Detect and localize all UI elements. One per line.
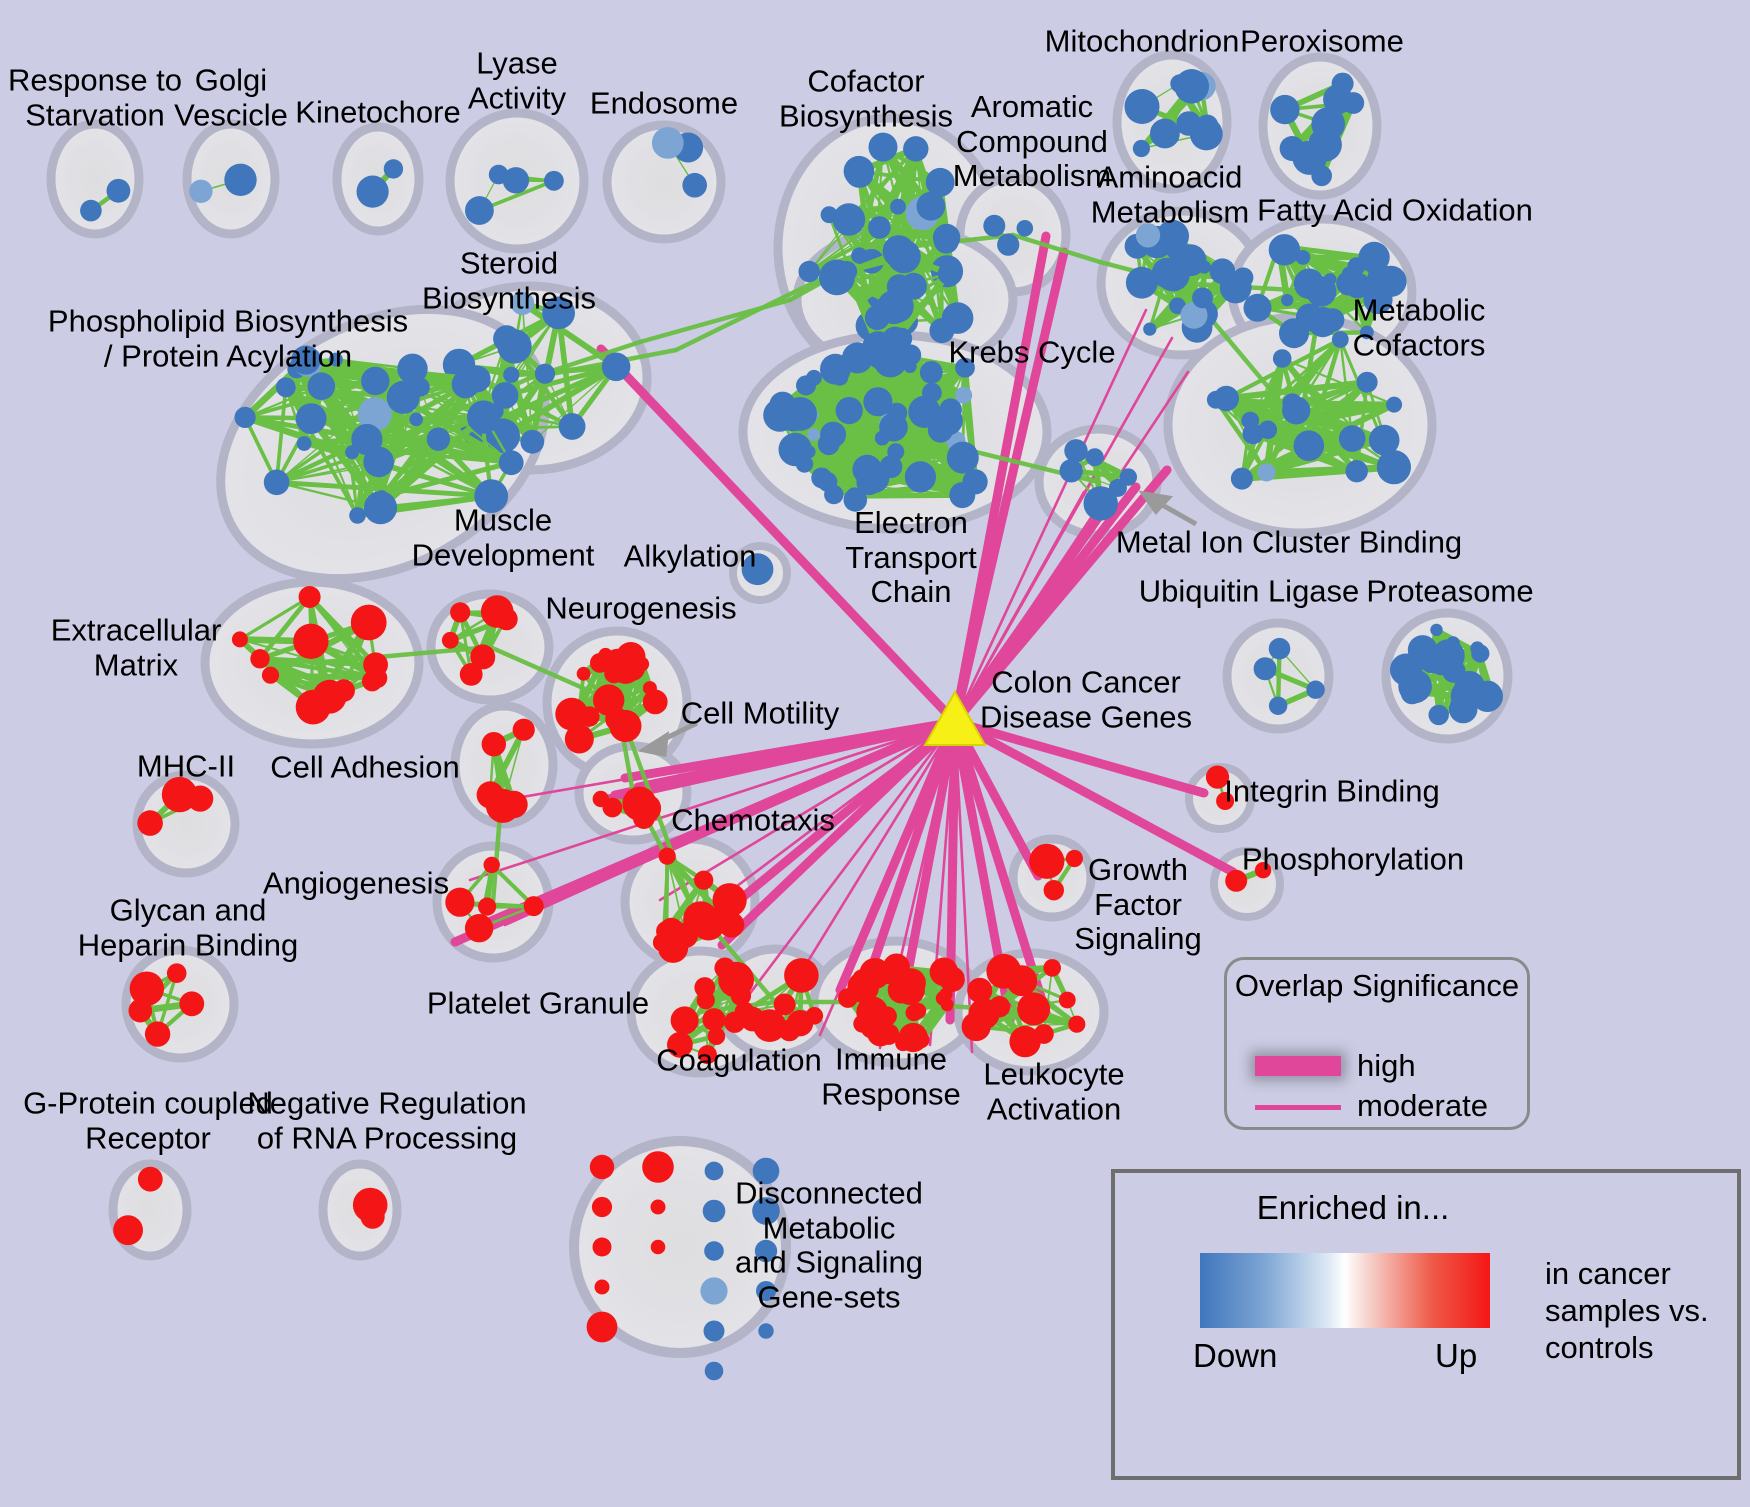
legend-swatch-high — [1255, 1056, 1341, 1076]
cluster-nodes — [1270, 72, 1365, 187]
legend-enrichment: Enriched in... Down Up in cancer samples… — [1111, 1169, 1741, 1480]
cluster-nodes — [1205, 765, 1235, 810]
cluster-nodes — [651, 126, 707, 198]
cluster-nodes — [1390, 623, 1503, 726]
cluster-nodes — [1253, 637, 1325, 715]
cluster-nodes — [231, 586, 388, 725]
cluster-nodes — [763, 336, 988, 512]
cluster-nodes — [465, 164, 564, 225]
cluster-nodes — [983, 214, 1034, 256]
cluster-nodes — [476, 718, 535, 823]
cluster-nodes — [137, 776, 214, 836]
legend-enriched-title: Enriched in... — [1256, 1189, 1450, 1226]
cluster-nodes — [445, 856, 544, 943]
cluster-nodes — [113, 1166, 163, 1246]
cluster-nodes — [667, 957, 754, 1065]
cluster-nodes — [1206, 331, 1411, 490]
cluster-nodes — [1059, 439, 1138, 521]
cluster-nodes — [441, 595, 518, 686]
cluster-nodes — [234, 345, 524, 525]
legend-label-high: high — [1357, 1048, 1416, 1083]
legend-up-label: Up — [1435, 1337, 1478, 1374]
generated-cluster-nodes — [80, 69, 1503, 1381]
cluster-nodes — [586, 1151, 780, 1381]
cluster-nodes — [741, 553, 774, 586]
legend-down-label: Down — [1193, 1337, 1278, 1374]
cluster-nodes — [734, 958, 824, 1042]
cluster-nodes — [652, 847, 747, 963]
legend-overlap-significance: Overlap Significance high moderate — [1224, 957, 1530, 1130]
hub-node-colon-cancer[interactable] — [923, 689, 987, 746]
legend-overlap-title: Overlap Significance — [1234, 968, 1520, 1003]
cluster-nodes — [1225, 862, 1272, 892]
cluster-nodes — [1124, 69, 1223, 158]
cluster-nodes — [1243, 234, 1407, 349]
cluster-nodes — [592, 786, 662, 829]
color-gradient-bar — [1200, 1253, 1490, 1328]
cluster-nodes — [838, 953, 965, 1053]
cluster-nodes — [1124, 219, 1254, 343]
cluster-nodes — [352, 1187, 388, 1229]
pointer-arrows — [637, 490, 1198, 757]
cluster-nodes — [189, 163, 257, 203]
cluster-nodes — [356, 159, 404, 208]
cluster-nodes — [555, 642, 668, 754]
legend-swatch-moderate — [1255, 1105, 1341, 1110]
cluster-nodes — [80, 178, 131, 222]
cluster-nodes — [961, 953, 1086, 1058]
cluster-nodes — [128, 963, 205, 1047]
legend-enriched-caption: in cancer samples vs. controls — [1545, 1256, 1709, 1366]
legend-label-moderate: moderate — [1357, 1088, 1488, 1123]
cluster-nodes — [1029, 843, 1083, 901]
